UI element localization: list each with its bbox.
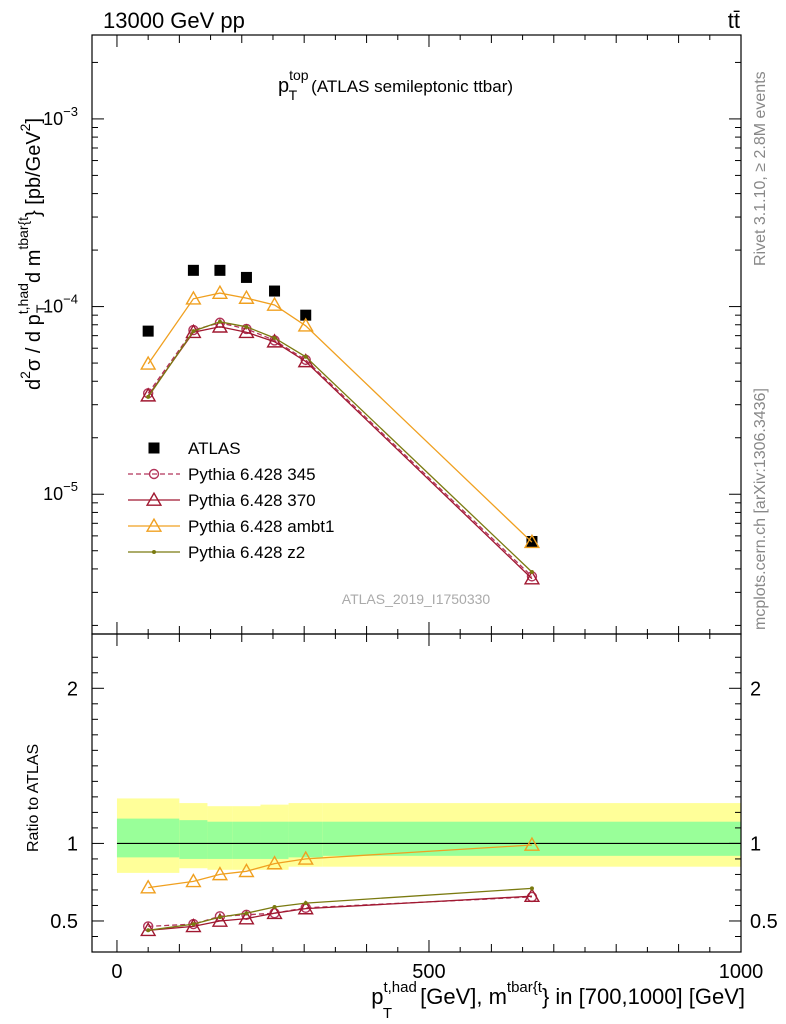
data-point <box>523 570 541 585</box>
data-point <box>272 905 277 910</box>
data-point <box>303 354 308 359</box>
data-point <box>266 855 283 870</box>
series-pythia-6-428-370 <box>140 887 541 937</box>
data-point <box>523 887 541 903</box>
data-point <box>529 886 534 891</box>
mcplots-label: mcplots.cern.ch [arXiv:1306.3436] <box>752 388 769 630</box>
ratio-band-inner <box>260 821 289 859</box>
ratio-band-inner <box>116 818 180 858</box>
data-point <box>297 317 314 332</box>
legend-item: Pythia 6.428 370 <box>128 491 316 510</box>
series-line <box>148 844 532 889</box>
data-point <box>211 866 229 881</box>
series-line <box>147 292 533 543</box>
ratio-y-tick-label: 1 <box>67 833 78 855</box>
data-point <box>269 285 281 297</box>
data-point <box>187 264 199 276</box>
data-point <box>523 836 541 851</box>
legend-item: Pythia 6.428 ambt1 <box>128 517 334 536</box>
legend-item: ATLAS <box>148 439 241 458</box>
legend-label: Pythia 6.428 345 <box>188 465 316 484</box>
data-point <box>300 309 312 321</box>
data-point <box>191 922 196 927</box>
data-point <box>146 394 151 399</box>
legend-label: Pythia 6.428 370 <box>188 491 316 510</box>
data-point <box>140 355 157 370</box>
data-point <box>185 873 202 888</box>
legend-label: Pythia 6.428 ambt1 <box>188 517 334 536</box>
data-point <box>211 912 229 927</box>
series-pythia-6-428-z2 <box>146 319 534 575</box>
legend-label: ATLAS <box>188 439 241 458</box>
data-point <box>185 918 202 933</box>
series-pythia-6-428-ambt1 <box>140 284 541 549</box>
data-point <box>266 904 283 920</box>
y-tick-label: 10−5 <box>43 479 78 504</box>
data-point <box>238 323 255 339</box>
legend-item: Pythia 6.428 345 <box>128 465 316 484</box>
ratio-y-tick-label-right: 0.5 <box>750 911 778 933</box>
data-point <box>240 271 252 283</box>
x-tick-label: 0 <box>111 961 122 983</box>
data-point <box>145 491 163 506</box>
data-point <box>148 442 160 454</box>
data-point <box>145 517 163 532</box>
data-point <box>238 289 255 304</box>
data-point <box>217 915 222 920</box>
legend-item: Pythia 6.428 z2 <box>128 543 305 562</box>
data-point <box>238 910 255 925</box>
data-point <box>266 296 283 311</box>
ratio-band-inner <box>179 820 208 859</box>
data-point <box>529 570 534 575</box>
ratio-y-tick-label: 0.5 <box>50 911 78 933</box>
data-point <box>217 319 222 324</box>
ratio-band-inner <box>232 821 261 859</box>
data-point <box>214 264 226 276</box>
data-point <box>191 329 196 334</box>
main-ylabel: d2σ / d pt,had T d mtbar{t} [pb/GeV2] <box>15 118 49 390</box>
chart-title: ptop T (ATLAS semileptonic ttbar) <box>278 67 513 103</box>
ratio-y-tick-label-right: 1 <box>750 833 761 855</box>
beam-label: 13000 GeV pp <box>103 8 245 33</box>
data-point <box>142 325 154 337</box>
y-tick-label: 10−4 <box>43 292 78 317</box>
data-point <box>152 550 156 554</box>
data-point <box>185 290 202 305</box>
data-point <box>140 879 157 894</box>
analysis-id: ATLAS_2019_I1750330 <box>342 591 491 607</box>
x-tick-label: 1000 <box>719 961 764 983</box>
data-point <box>297 850 314 865</box>
data-point <box>185 323 202 339</box>
data-point <box>140 387 157 402</box>
ratio-band-inner <box>207 821 233 859</box>
series-line <box>147 322 533 577</box>
series-pythia-6-428-z2 <box>146 886 534 933</box>
data-point <box>244 324 249 329</box>
x-tick-label: 500 <box>412 961 445 983</box>
ratio-frame <box>91 633 742 953</box>
data-point <box>297 900 314 915</box>
data-point <box>241 909 252 920</box>
data-point <box>146 928 151 933</box>
xlabel: pt,had T [GeV], mtbar{t} in [700,1000] [G… <box>371 979 745 1022</box>
legend-label: Pythia 6.428 z2 <box>188 543 305 562</box>
data-point <box>211 284 229 299</box>
ratio-ylabel: Ratio to ATLAS <box>25 744 42 852</box>
data-point <box>211 318 229 333</box>
data-point <box>244 911 249 916</box>
y-tick-label: 10−3 <box>43 104 78 129</box>
series-pythia-6-428-ambt1 <box>140 836 541 894</box>
data-point <box>523 533 541 549</box>
data-point <box>238 863 255 878</box>
data-point <box>272 336 277 341</box>
data-point <box>148 468 160 480</box>
series-line <box>148 895 532 931</box>
ratio-y-tick-label-right: 2 <box>750 678 761 700</box>
process-label: tt̄ <box>728 8 740 33</box>
data-point <box>303 901 308 906</box>
rivet-label: Rivet 3.1.10, ≥ 2.8M events <box>752 71 769 266</box>
ratio-y-tick-label: 2 <box>67 678 78 700</box>
